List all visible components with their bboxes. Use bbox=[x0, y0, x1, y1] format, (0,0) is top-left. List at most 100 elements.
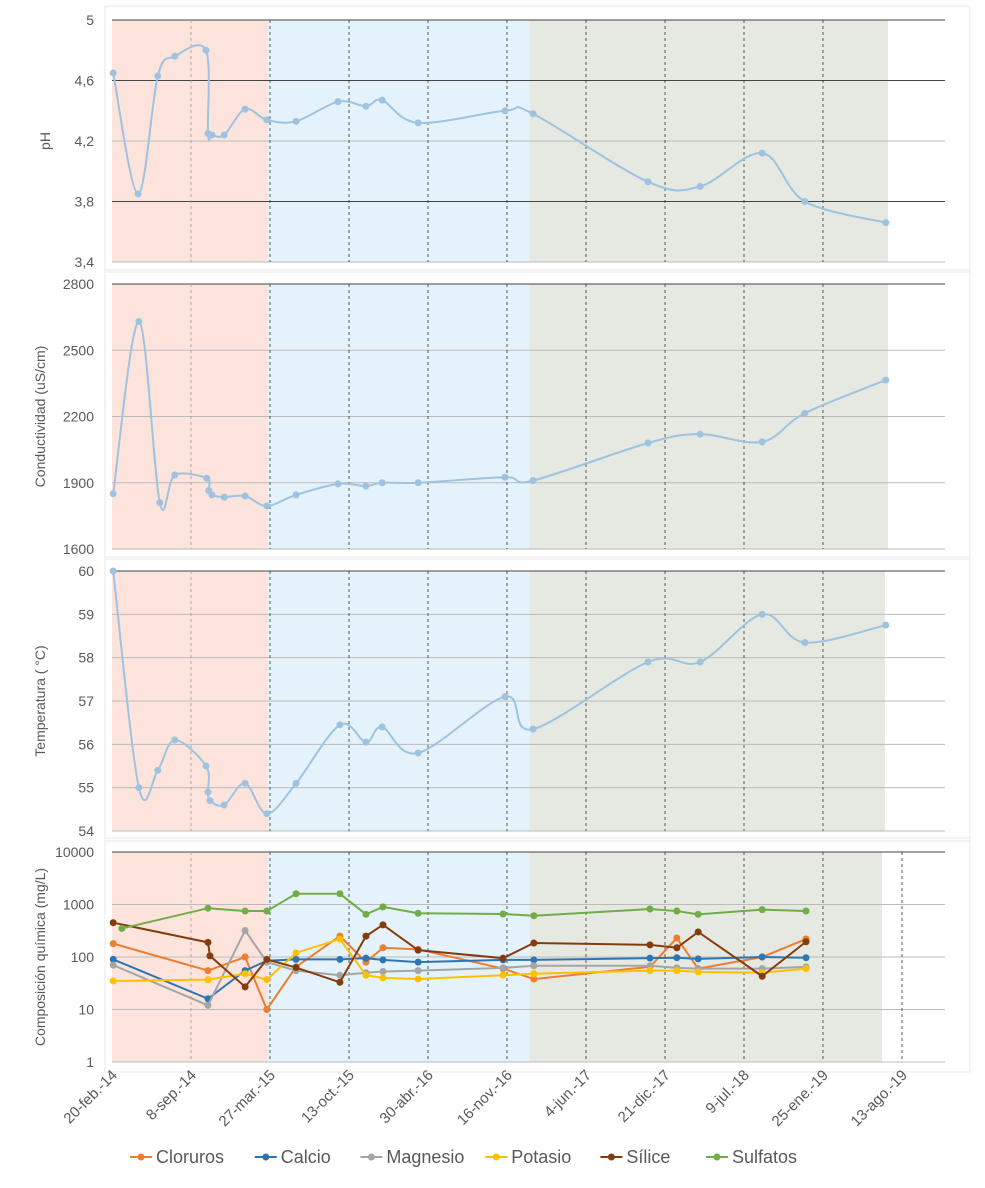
data-point bbox=[529, 725, 537, 733]
y-tick-label: 1 bbox=[86, 1054, 94, 1070]
data-point bbox=[118, 924, 126, 932]
data-point bbox=[673, 907, 681, 915]
data-point bbox=[204, 967, 212, 975]
data-point bbox=[379, 921, 387, 929]
panel-frame bbox=[104, 5, 971, 273]
y-tick-label: 59 bbox=[78, 606, 94, 622]
data-point bbox=[171, 471, 179, 479]
legend-marker bbox=[367, 1153, 375, 1161]
data-point bbox=[336, 890, 344, 898]
data-point bbox=[220, 493, 228, 501]
data-point bbox=[696, 658, 704, 666]
panel-1: 2800 2500 2200 1900 1600 Conductividad (uS/cm… bbox=[32, 269, 971, 560]
y-tick-label: 10 bbox=[78, 1002, 94, 1018]
data-point bbox=[109, 567, 117, 575]
data-point bbox=[529, 110, 537, 118]
data-point bbox=[673, 954, 681, 962]
data-point bbox=[673, 934, 681, 942]
x-tick-label: 8-sep.-14 bbox=[143, 1067, 200, 1124]
data-point bbox=[241, 492, 249, 500]
data-point bbox=[135, 784, 143, 792]
data-point bbox=[241, 983, 249, 991]
data-point bbox=[109, 961, 117, 969]
data-point bbox=[379, 944, 387, 952]
data-point bbox=[109, 940, 117, 948]
data-point bbox=[204, 788, 212, 796]
data-point bbox=[220, 801, 228, 809]
series-line-cloruros bbox=[112, 934, 807, 1012]
data-point bbox=[694, 910, 702, 918]
legend-item: Sílice bbox=[600, 1147, 670, 1167]
data-point bbox=[362, 910, 370, 918]
panel-frame bbox=[104, 269, 971, 560]
x-tick-label: 27-mar.-15 bbox=[216, 1067, 279, 1130]
data-point bbox=[378, 479, 386, 487]
legend-item: Potasio bbox=[485, 1147, 571, 1167]
data-point bbox=[644, 658, 652, 666]
x-tick-label: 13-ago.-19 bbox=[847, 1067, 910, 1130]
data-point bbox=[263, 955, 271, 963]
legend-marker bbox=[262, 1153, 270, 1161]
data-point bbox=[135, 318, 143, 326]
data-point bbox=[501, 473, 509, 481]
data-point bbox=[758, 149, 766, 157]
y-tick-label: 56 bbox=[78, 736, 94, 752]
legend-item: Sulfatos bbox=[706, 1147, 797, 1167]
data-point bbox=[204, 938, 212, 946]
data-point bbox=[241, 779, 249, 787]
data-point bbox=[414, 967, 422, 975]
data-point bbox=[694, 955, 702, 963]
y-axis-label: Composición química (mg/L) bbox=[32, 868, 48, 1046]
series-line-value bbox=[112, 320, 887, 511]
data-point bbox=[414, 975, 422, 983]
data-point bbox=[414, 946, 422, 954]
legend-label: Sílice bbox=[626, 1147, 670, 1167]
data-point bbox=[530, 975, 538, 983]
data-point bbox=[203, 474, 211, 482]
data-point bbox=[499, 964, 507, 972]
data-point bbox=[171, 52, 179, 60]
x-tick-label: 9-jul.-18 bbox=[702, 1067, 752, 1117]
data-point bbox=[882, 376, 890, 384]
data-point bbox=[530, 939, 538, 947]
y-tick-label: 58 bbox=[78, 650, 94, 666]
data-point bbox=[414, 479, 422, 487]
data-point bbox=[208, 131, 216, 139]
data-point bbox=[646, 962, 654, 970]
x-tick-label: 25-ene.-19 bbox=[768, 1067, 831, 1130]
y-tick-label: 10000 bbox=[55, 844, 94, 860]
y-tick-label: 4,6 bbox=[75, 73, 95, 89]
x-tick-label: 16-nov.-16 bbox=[454, 1067, 516, 1129]
y-tick-label: 1900 bbox=[63, 475, 94, 491]
data-point bbox=[673, 967, 681, 975]
y-tick-label: 2500 bbox=[63, 342, 94, 358]
data-point bbox=[336, 935, 344, 943]
y-tick-label: 55 bbox=[78, 780, 94, 796]
data-point bbox=[414, 119, 422, 127]
data-point bbox=[758, 906, 766, 914]
data-point bbox=[263, 502, 271, 510]
data-point bbox=[134, 190, 142, 198]
series-line-sulfatos bbox=[121, 892, 807, 930]
data-point bbox=[644, 178, 652, 186]
data-point bbox=[156, 499, 164, 507]
data-point bbox=[530, 956, 538, 964]
x-tick-label: 20-feb.-14 bbox=[60, 1067, 120, 1127]
data-point bbox=[802, 965, 810, 973]
data-point bbox=[202, 762, 210, 770]
data-point bbox=[292, 949, 300, 957]
data-point bbox=[801, 639, 809, 646]
data-point bbox=[204, 904, 212, 912]
data-point bbox=[530, 912, 538, 920]
data-point bbox=[362, 971, 370, 979]
y-tick-label: 57 bbox=[78, 693, 94, 709]
data-point bbox=[336, 971, 344, 979]
data-point bbox=[204, 1001, 212, 1009]
data-point bbox=[379, 974, 387, 982]
data-point bbox=[292, 890, 300, 898]
y-axis-label: pH bbox=[37, 132, 53, 150]
data-point bbox=[499, 971, 507, 979]
panel-frame bbox=[104, 556, 971, 842]
data-point bbox=[378, 96, 386, 104]
y-tick-label: 3,4 bbox=[75, 254, 95, 270]
